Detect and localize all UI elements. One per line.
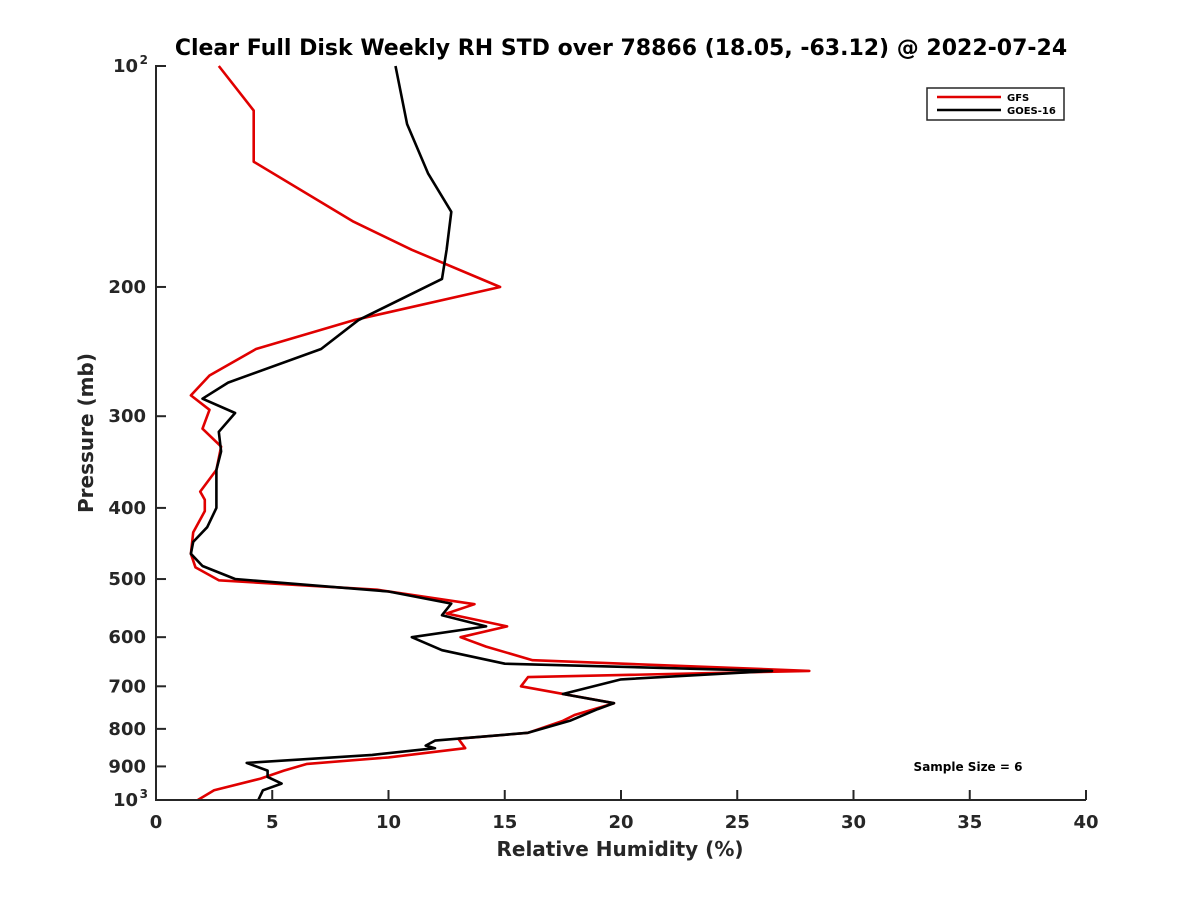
series-line-1 (189, 65, 774, 801)
x-tick-label: 10 (376, 812, 401, 833)
y-tick-label: 500 (108, 569, 146, 590)
y-tick-label: 800 (108, 719, 146, 740)
chart-title: Clear Full Disk Weekly RH STD over 78866… (175, 36, 1067, 61)
x-tick-label: 30 (841, 812, 866, 833)
y-axis-label: Pressure (mb) (74, 353, 98, 513)
legend-box (926, 87, 1065, 121)
legend-label-0: GFS (1007, 93, 1029, 104)
legend-label-1: GOES-16 (1007, 106, 1056, 117)
y-tick-label: 10 (113, 56, 138, 77)
x-tick-label: 20 (608, 812, 633, 833)
sample-size-annotation: Sample Size = 6 (914, 760, 1023, 774)
legend: GFS GOES-16 (926, 87, 1065, 121)
series-layer (189, 65, 811, 802)
x-tick-label: 35 (957, 812, 982, 833)
x-tick-label: 25 (725, 812, 750, 833)
series-line-0 (189, 65, 811, 802)
x-tick-label: 5 (266, 812, 279, 833)
y-tick-label: 300 (108, 406, 146, 427)
x-axis-label: Relative Humidity (%) (496, 837, 743, 861)
y-tick-label: 900 (108, 756, 146, 777)
y-tick-exponent: 3 (140, 787, 148, 801)
y-tick-label: 700 (108, 676, 146, 697)
y-tick-label: 200 (108, 277, 146, 298)
x-tick-label: 15 (492, 812, 517, 833)
y-tick-label: 10 (113, 790, 138, 811)
x-tick-label: 0 (150, 812, 163, 833)
axes-layer (155, 65, 1086, 801)
y-tick-label: 400 (108, 498, 146, 519)
y-tick-exponent: 2 (140, 53, 148, 67)
x-tick-label: 40 (1073, 812, 1098, 833)
y-tick-label: 600 (108, 627, 146, 648)
